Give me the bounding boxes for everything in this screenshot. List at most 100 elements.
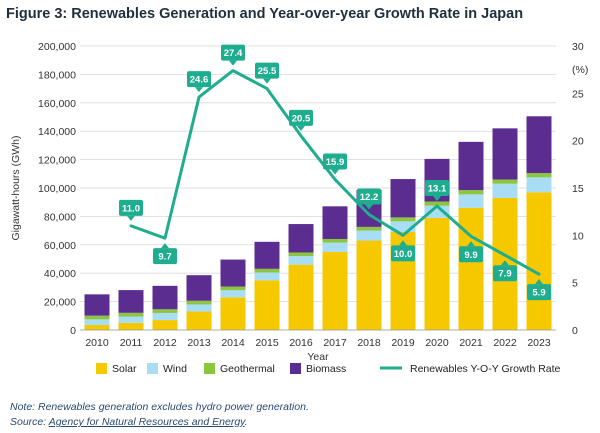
bar-geothermal-2023 (526, 173, 552, 178)
bar-biomass-2016 (288, 224, 314, 253)
x-tick-label: 2011 (120, 337, 143, 349)
bar-biomass-2017 (322, 206, 348, 239)
callout-value: 12.2 (360, 192, 379, 203)
chart-bars (84, 116, 552, 330)
y-tick-label: 0 (70, 325, 76, 337)
x-tick-label: 2012 (153, 337, 177, 349)
legend-label-biomass: Biomass (306, 363, 346, 375)
callout-box (153, 248, 177, 265)
bar-solar-2017 (322, 251, 348, 330)
y-tick-label: 20,000 (44, 297, 76, 309)
callout-value: 24.6 (190, 75, 209, 86)
x-tick-label: 2023 (527, 337, 551, 349)
growth-label-2020: 13.1 (425, 179, 449, 201)
legend-label-solar: Solar (112, 363, 137, 375)
callout-pointer (127, 215, 135, 221)
bar-geothermal-2017 (322, 238, 348, 243)
bar-wind-2017 (322, 242, 348, 252)
legend-swatch-biomass (290, 363, 301, 374)
bar-wind-2015 (254, 272, 280, 281)
growth-rate-line (129, 69, 541, 276)
legend-swatch-wind (147, 363, 158, 374)
note-text: Note: Renewables generation excludes hyd… (10, 401, 309, 413)
bar-wind-2012 (152, 312, 178, 321)
legend-label-growth-rate: Renewables Y-O-Y Growth Rate (410, 363, 561, 375)
bar-wind-2016 (288, 256, 314, 265)
growth-label-2022: 7.9 (493, 260, 517, 282)
bar-geothermal-2016 (288, 252, 314, 257)
legend-label-geothermal: Geothermal (220, 363, 275, 375)
callout-value: 5.9 (532, 288, 545, 299)
bar-geothermal-2013 (186, 300, 212, 305)
source-link[interactable]: Agency for Natural Resources and Energy (48, 416, 245, 428)
y-tick-label: 180,000 (38, 69, 76, 81)
legend-swatch-solar (96, 363, 107, 374)
y-tick-label: 40,000 (44, 268, 76, 280)
callout-value: 9.9 (464, 250, 477, 261)
x-tick-label: 2022 (493, 337, 517, 349)
callout-box (425, 179, 449, 196)
x-tick-label: 2017 (323, 337, 347, 349)
y2-tick-label: 20 (572, 136, 584, 148)
bar-wind-2020 (424, 205, 450, 218)
bar-solar-2014 (220, 297, 246, 330)
y-tick-label: 60,000 (44, 240, 76, 252)
callout-pointer (297, 125, 305, 131)
x-tick-label: 2021 (459, 337, 483, 349)
bar-wind-2021 (458, 194, 484, 208)
callout-pointer (467, 241, 475, 247)
y2-tick-label: 15 (572, 183, 584, 195)
bar-geothermal-2022 (492, 179, 518, 184)
bar-wind-2022 (492, 183, 518, 198)
y-tick-label: 140,000 (38, 126, 76, 138)
y2-tick-label: 10 (572, 230, 584, 242)
callout-box (323, 153, 347, 170)
y-tick-label: 100,000 (38, 183, 76, 195)
bar-geothermal-2018 (356, 226, 382, 231)
callout-pointer (399, 240, 407, 246)
bar-solar-2023 (526, 192, 552, 330)
bar-wind-2010 (84, 319, 110, 326)
bar-geothermal-2010 (84, 315, 110, 320)
growth-label-2011: 11.0 (119, 199, 143, 221)
y-axis-title: Gigawatt-hours (GWh) (10, 135, 22, 240)
callout-value: 25.5 (258, 66, 277, 77)
source-prefix: Source: (10, 416, 49, 428)
callout-pointer (229, 60, 237, 66)
callout-box (221, 44, 245, 61)
bar-solar-2012 (152, 320, 178, 330)
callout-box (527, 284, 551, 301)
callout-box (289, 109, 313, 126)
callout-box (493, 265, 517, 282)
x-tick-label: 2019 (391, 337, 415, 349)
y2-axis-title: (%) (572, 64, 588, 76)
growth-label-2021: 9.9 (459, 241, 483, 263)
bar-biomass-2015 (254, 241, 280, 269)
growth-label-2013: 24.6 (187, 71, 211, 93)
source-suffix: . (244, 416, 248, 428)
bar-biomass-2022 (492, 128, 518, 180)
y2-tick-label: 25 (572, 88, 584, 100)
x-tick-label: 2014 (221, 337, 245, 349)
x-axis-title: Year (307, 351, 329, 363)
legend-swatch-geothermal (204, 363, 215, 374)
bar-biomass-2023 (526, 116, 552, 174)
bar-biomass-2011 (118, 290, 144, 313)
x-tick-label: 2015 (255, 337, 279, 349)
bar-solar-2011 (118, 322, 144, 330)
legend-label-wind: Wind (163, 363, 187, 375)
bar-geothermal-2020 (424, 201, 450, 206)
chart-growth-line (129, 69, 541, 276)
growth-label-2012: 9.7 (153, 243, 177, 265)
footnote: Note: Renewables generation excludes hyd… (10, 401, 309, 413)
callout-value: 10.0 (394, 249, 413, 260)
callout-pointer (331, 169, 339, 175)
bar-biomass-2019 (390, 179, 416, 218)
bar-biomass-2021 (458, 141, 484, 191)
callout-box (459, 246, 483, 263)
bar-geothermal-2015 (254, 268, 280, 273)
bar-solar-2013 (186, 311, 212, 330)
x-tick-label: 2020 (425, 337, 449, 349)
callout-value: 27.4 (224, 48, 243, 59)
growth-label-2023: 5.9 (527, 279, 551, 301)
